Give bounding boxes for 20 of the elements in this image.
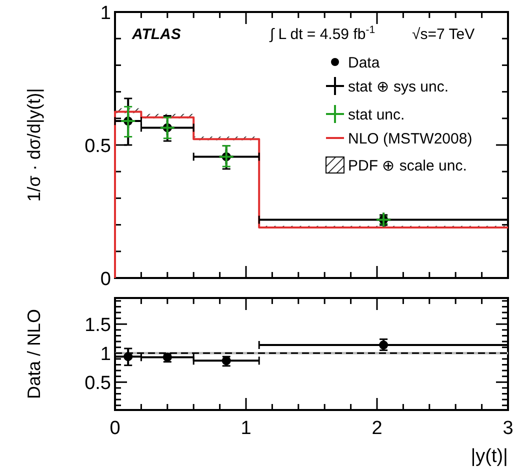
y-tick-label: 1.5	[84, 315, 111, 336]
legend-label: NLO (MSTW2008)	[348, 130, 472, 148]
annotation: PDF ⊕ scale unc.	[348, 158, 467, 174]
annotation: ATLAS	[131, 26, 181, 43]
x-tick-label: 2	[372, 418, 382, 439]
annotation: √s=7 TeV	[412, 26, 475, 43]
x-tick-label: 3	[502, 418, 513, 439]
y-tick-label: 0	[100, 269, 111, 290]
x-tick-label: 1	[240, 418, 252, 439]
legend-label: stat ⊕ sys unc.	[348, 78, 449, 96]
legend-label: stat unc.	[348, 106, 405, 124]
y-tick-label: 0.5	[84, 373, 111, 394]
legend-label: Data	[348, 54, 380, 72]
y-tick-label: 0.5	[84, 136, 111, 157]
y-tick-label: 1	[100, 3, 111, 24]
annotation: ∫ L dt = 4.59 fb$^{-1}$	[269, 24, 376, 43]
y-tick-label: 1	[100, 344, 111, 366]
y-axis-title: Data / NLO	[24, 308, 44, 400]
x-axis-title: |y(t)|	[470, 446, 508, 467]
y-axis-title: 1/σ · dσ/d|y(t)|	[24, 88, 44, 202]
